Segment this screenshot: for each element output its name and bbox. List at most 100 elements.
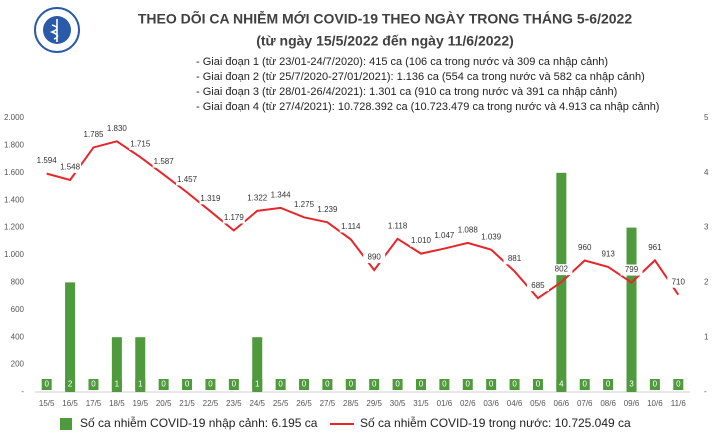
value-label: 1.344 <box>271 190 292 199</box>
value-label: 1.319 <box>200 194 221 203</box>
bar-label: 3 <box>629 380 634 389</box>
value-label-bg <box>667 276 690 288</box>
bar-label: 0 <box>466 380 471 389</box>
value-label: 1.830 <box>107 124 128 133</box>
x-tick-label: 17/5 <box>86 399 102 408</box>
value-label-bg <box>503 253 526 265</box>
bar-label-bg <box>205 379 216 390</box>
value-label: 1.239 <box>317 205 338 214</box>
bar-label: 0 <box>606 380 611 389</box>
y-tick-label: 800 <box>11 278 25 287</box>
value-label-bg <box>526 280 549 292</box>
line <box>46 140 680 300</box>
value-label: 890 <box>368 253 382 262</box>
x-tick-label: 26/5 <box>296 399 312 408</box>
value-label: 802 <box>555 265 569 274</box>
bar-label: 0 <box>232 380 237 389</box>
x-tick-label: 01/6 <box>437 399 453 408</box>
annotation: - Giai đoạn 2 (từ 25/7/2020-27/01/2021):… <box>196 71 645 83</box>
y-tick-label: 1.000 <box>4 250 25 259</box>
y-tick-label: 1.800 <box>4 141 25 150</box>
x-tick-label: 27/5 <box>320 399 336 408</box>
value-label: 685 <box>531 281 545 290</box>
x-tick-label: 07/6 <box>577 399 593 408</box>
value-label: 960 <box>578 243 592 252</box>
annotation: - Giai đoạn 4 (từ 27/4/2021): 10.728.392… <box>196 101 659 113</box>
x-tick-label: 04/6 <box>507 399 523 408</box>
value-label: 881 <box>508 254 522 263</box>
x-tick-label: 31/5 <box>413 399 429 408</box>
value-label: 1.114 <box>341 222 361 231</box>
bar-label-bg <box>41 379 52 390</box>
bar-label: 0 <box>653 380 658 389</box>
bar-label: 2 <box>68 380 73 389</box>
bar-label-bg <box>556 379 567 390</box>
bar-label: 0 <box>489 380 494 389</box>
y-tick-label: - <box>704 387 707 396</box>
legend-swatch <box>60 418 72 430</box>
value-label: 1.179 <box>224 213 245 222</box>
y-tick-label: 1.200 <box>4 223 25 232</box>
bar-label-bg <box>486 379 497 390</box>
bar-label: 0 <box>91 380 96 389</box>
value-label-bg <box>246 192 269 204</box>
y-tick-label: 2.000 <box>4 113 25 122</box>
x-tick-label: 29/5 <box>366 399 382 408</box>
bar-label: 0 <box>676 380 681 389</box>
value-label-bg <box>82 129 105 141</box>
value-label-bg <box>480 231 503 243</box>
x-tick-label: 03/6 <box>483 399 499 408</box>
value-label-bg <box>409 235 432 247</box>
bar-label: 0 <box>302 380 307 389</box>
value-label: 961 <box>648 243 662 252</box>
bar-label-bg <box>135 379 146 390</box>
bar-label-bg <box>369 379 380 390</box>
bar-label-bg <box>182 379 193 390</box>
x-tick-label: 20/5 <box>156 399 172 408</box>
value-label: 1.785 <box>83 130 104 139</box>
value-label-bg <box>293 199 316 211</box>
chart-title: THEO DÕI CA NHIỄM MỚI COVID-19 THEO NGÀY… <box>138 10 632 27</box>
bar-label: 0 <box>44 380 49 389</box>
bar-label: 0 <box>536 380 541 389</box>
value-label: 1.047 <box>434 231 455 240</box>
value-label: 1.275 <box>294 200 315 209</box>
bar <box>626 227 637 392</box>
y-tick-label: 400 <box>11 332 25 341</box>
value-label: 1.715 <box>130 140 151 149</box>
bar-label: 0 <box>583 380 588 389</box>
value-label-bg <box>363 252 386 264</box>
y-tick-label: 600 <box>11 305 25 314</box>
bar-label: 0 <box>512 380 517 389</box>
value-label-bg <box>597 248 620 260</box>
value-label-bg <box>59 161 82 173</box>
x-tick-label: 28/5 <box>343 399 359 408</box>
x-tick-label: 10/6 <box>647 399 663 408</box>
x-tick-label: 05/6 <box>530 399 546 408</box>
value-label: 1.088 <box>458 226 479 235</box>
bar-label: 0 <box>442 380 447 389</box>
bar-label-bg <box>462 379 473 390</box>
bar-label-bg <box>649 379 660 390</box>
value-label-bg <box>573 242 596 254</box>
bar-label: 1 <box>255 380 260 389</box>
value-label-bg <box>129 139 152 151</box>
value-label-bg <box>152 156 175 168</box>
legend-label: Số ca nhiễm COVID-19 nhập cảnh: 6.195 ca <box>80 415 318 430</box>
value-label: 1.548 <box>60 163 81 172</box>
bar-label-bg <box>228 379 239 390</box>
bar-label-bg <box>392 379 403 390</box>
value-label-bg <box>316 204 339 216</box>
bar-label-bg <box>415 379 426 390</box>
x-tick-label: 19/5 <box>132 399 148 408</box>
x-tick-label: 15/5 <box>39 399 55 408</box>
x-tick-label: 30/5 <box>390 399 406 408</box>
value-label: 1.118 <box>388 221 408 230</box>
bar-label-bg <box>345 379 356 390</box>
y-tick-label: 1.600 <box>4 168 25 177</box>
value-label-bg <box>643 242 666 254</box>
bar-label: 0 <box>395 380 400 389</box>
bar-label: 1 <box>115 380 120 389</box>
value-label: 1.587 <box>154 157 175 166</box>
